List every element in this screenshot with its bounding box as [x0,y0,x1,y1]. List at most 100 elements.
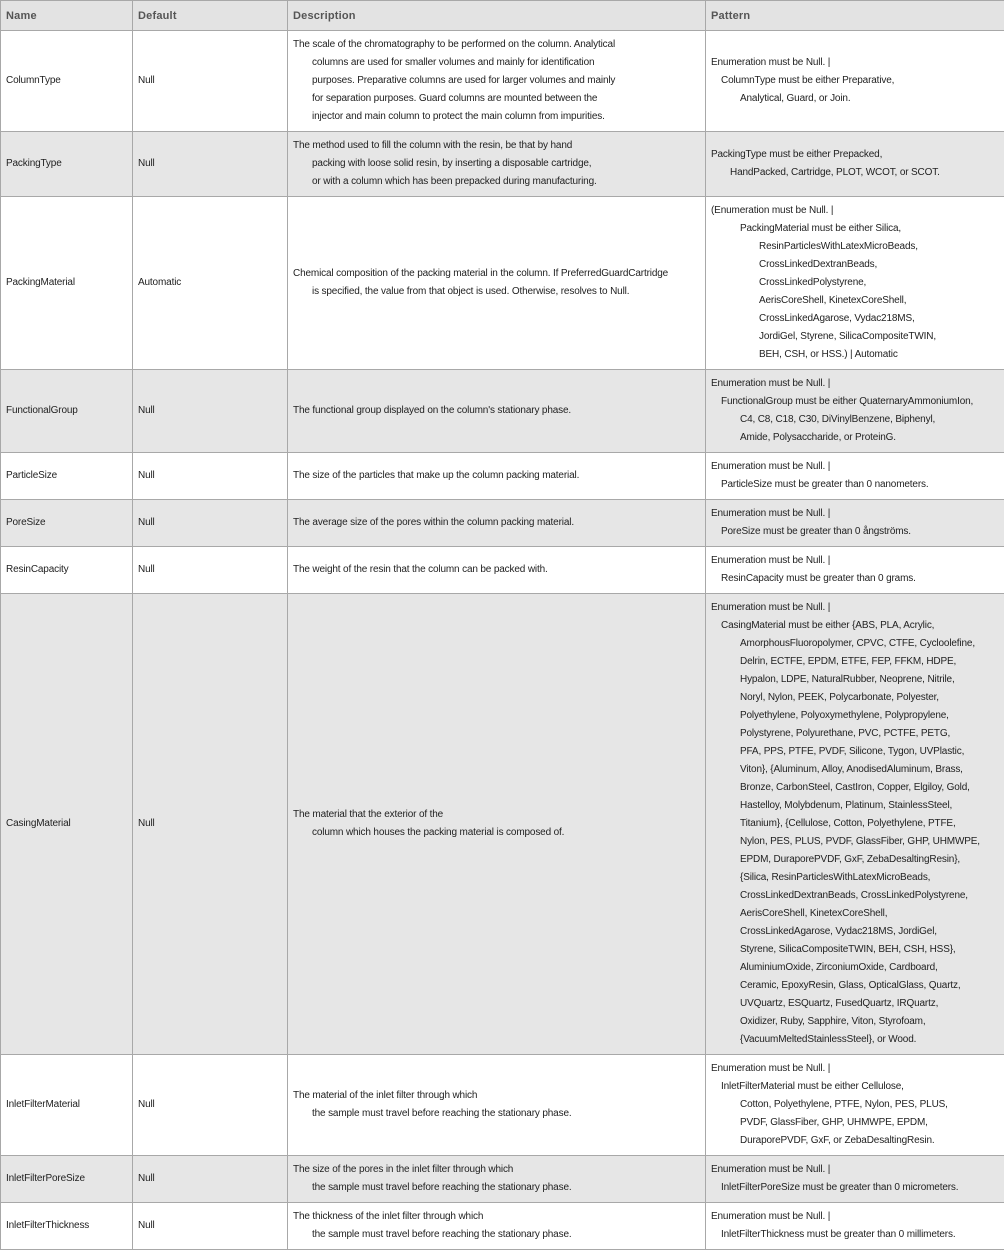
pattern-line: Noryl, Nylon, PEEK, Polycarbonate, Polye… [711,689,999,707]
description-line: The material of the inlet filter through… [293,1087,700,1105]
pattern-line: InletFilterMaterial must be either Cellu… [711,1078,999,1096]
pattern-line: Enumeration must be Null. | [711,54,999,72]
description-line: columns are used for smaller volumes and… [293,54,700,72]
pattern-line: ResinCapacity must be greater than 0 gra… [711,570,999,588]
option-description: The thickness of the inlet filter throug… [288,1203,706,1250]
pattern-line: Bronze, CarbonSteel, CastIron, Copper, E… [711,779,999,797]
pattern-line: CrossLinkedAgarose, Vydac218MS, JordiGel… [711,923,999,941]
option-pattern: Enumeration must be Null. |InletFilterMa… [706,1055,1004,1156]
description-line: is specified, the value from that object… [293,283,700,301]
pattern-line: Titanium}, {Cellulose, Cotton, Polyethyl… [711,815,999,833]
pattern-line: InletFilterThickness must be greater tha… [711,1226,999,1244]
pattern-line: {VacuumMeltedStainlessSteel}, or Wood. [711,1031,999,1049]
description-line: The size of the pores in the inlet filte… [293,1161,700,1179]
option-pattern: Enumeration must be Null. |PoreSize must… [706,500,1004,547]
pattern-line: Enumeration must be Null. | [711,1161,999,1179]
pattern-line: Enumeration must be Null. | [711,599,999,617]
option-default: Null [133,594,288,1055]
option-name: PackingMaterial [1,197,133,370]
pattern-line: AmorphousFluoropolymer, CPVC, CTFE, Cycl… [711,635,999,653]
pattern-line: Oxidizer, Ruby, Sapphire, Viton, Styrofo… [711,1013,999,1031]
pattern-line: ParticleSize must be greater than 0 nano… [711,476,999,494]
option-description: The material of the inlet filter through… [288,1055,706,1156]
pattern-line: UVQuartz, ESQuartz, FusedQuartz, IRQuart… [711,995,999,1013]
option-name: FunctionalGroup [1,370,133,453]
description-line: The size of the particles that make up t… [293,467,700,485]
description-line: injector and main column to protect the … [293,108,700,126]
option-description: The scale of the chromatography to be pe… [288,31,706,132]
pattern-line: Enumeration must be Null. | [711,1060,999,1078]
option-description: The size of the particles that make up t… [288,453,706,500]
option-pattern: PackingType must be either Prepacked,Han… [706,132,1004,197]
option-name: ParticleSize [1,453,133,500]
table-header-row: Name Default Description Pattern [1,1,1004,31]
description-line: the sample must travel before reaching t… [293,1179,700,1197]
pattern-line: PackingType must be either Prepacked, [711,146,999,164]
description-line: purposes. Preparative columns are used f… [293,72,700,90]
header-name: Name [1,1,133,31]
description-line: for separation purposes. Guard columns a… [293,90,700,108]
pattern-line: InletFilterPoreSize must be greater than… [711,1179,999,1197]
description-line: The weight of the resin that the column … [293,561,700,579]
option-default: Null [133,1203,288,1250]
pattern-line: Enumeration must be Null. | [711,1208,999,1226]
description-line: the sample must travel before reaching t… [293,1105,700,1123]
description-line: packing with loose solid resin, by inser… [293,155,700,173]
option-name: ColumnType [1,31,133,132]
pattern-line: C4, C8, C18, C30, DiVinylBenzene, Biphen… [711,411,999,429]
option-name: InletFilterThickness [1,1203,133,1250]
pattern-line: PFA, PPS, PTFE, PVDF, Silicone, Tygon, U… [711,743,999,761]
pattern-line: AerisCoreShell, KinetexCoreShell, [711,292,999,310]
pattern-line: ResinParticlesWithLatexMicroBeads, [711,238,999,256]
pattern-line: Styrene, SilicaCompositeTWIN, BEH, CSH, … [711,941,999,959]
option-name: InletFilterMaterial [1,1055,133,1156]
description-line: The average size of the pores within the… [293,514,700,532]
option-name: PackingType [1,132,133,197]
header-description: Description [288,1,706,31]
pattern-line: CrossLinkedDextranBeads, [711,256,999,274]
pattern-line: Hypalon, LDPE, NaturalRubber, Neoprene, … [711,671,999,689]
pattern-line: CrossLinkedDextranBeads, CrossLinkedPoly… [711,887,999,905]
description-line: The thickness of the inlet filter throug… [293,1208,700,1226]
pattern-line: CrossLinkedPolystyrene, [711,274,999,292]
option-default: Null [133,1055,288,1156]
pattern-line: FunctionalGroup must be either Quaternar… [711,393,999,411]
option-description: The functional group displayed on the co… [288,370,706,453]
pattern-line: Hastelloy, Molybdenum, Platinum, Stainle… [711,797,999,815]
pattern-line: Enumeration must be Null. | [711,458,999,476]
option-description: The weight of the resin that the column … [288,547,706,594]
option-default: Null [133,370,288,453]
pattern-line: AerisCoreShell, KinetexCoreShell, [711,905,999,923]
pattern-line: JordiGel, Styrene, SilicaCompositeTWIN, [711,328,999,346]
option-name: ResinCapacity [1,547,133,594]
option-description: The size of the pores in the inlet filte… [288,1156,706,1203]
description-line: The material that the exterior of the [293,806,700,824]
pattern-line: Viton}, {Aluminum, Alloy, AnodisedAlumin… [711,761,999,779]
description-line: The scale of the chromatography to be pe… [293,36,700,54]
pattern-line: AluminiumOxide, ZirconiumOxide, Cardboar… [711,959,999,977]
option-default: Null [133,1156,288,1203]
pattern-line: Nylon, PES, PLUS, PVDF, GlassFiber, GHP,… [711,833,999,851]
option-default: Null [133,500,288,547]
pattern-line: PackingMaterial must be either Silica, [711,220,999,238]
pattern-line: CasingMaterial must be either {ABS, PLA,… [711,617,999,635]
pattern-line: CrossLinkedAgarose, Vydac218MS, [711,310,999,328]
option-description: The method used to fill the column with … [288,132,706,197]
pattern-line: Ceramic, EpoxyResin, Glass, OpticalGlass… [711,977,999,995]
pattern-line: {Silica, ResinParticlesWithLatexMicroBea… [711,869,999,887]
option-pattern: Enumeration must be Null. |ParticleSize … [706,453,1004,500]
option-pattern: Enumeration must be Null. |CasingMateria… [706,594,1004,1055]
pattern-line: HandPacked, Cartridge, PLOT, WCOT, or SC… [711,164,999,182]
pattern-line: Polystyrene, Polyurethane, PVC, PCTFE, P… [711,725,999,743]
